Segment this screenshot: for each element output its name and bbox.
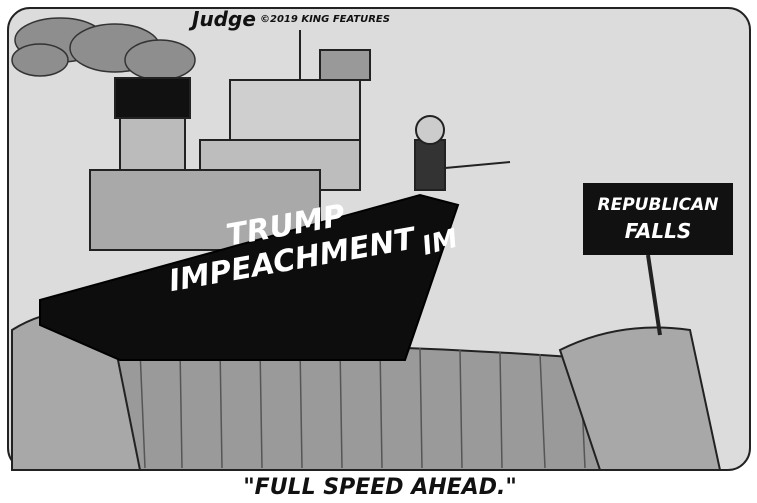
sign-text: FALLS bbox=[625, 219, 691, 243]
superstructure bbox=[89, 30, 371, 251]
credit: ©2019 KING FEATURES bbox=[260, 14, 390, 25]
sign-pole bbox=[646, 254, 662, 336]
sign bbox=[583, 183, 733, 255]
smoke bbox=[11, 17, 196, 81]
signature: Judge bbox=[188, 7, 256, 31]
sign-text: REPUBLICAN bbox=[598, 195, 719, 215]
caption: "FULL SPEED AHEAD." bbox=[243, 475, 517, 500]
captain bbox=[414, 115, 511, 191]
waterfall bbox=[103, 343, 622, 471]
ship-hull bbox=[39, 193, 460, 361]
rocks bbox=[11, 311, 722, 471]
